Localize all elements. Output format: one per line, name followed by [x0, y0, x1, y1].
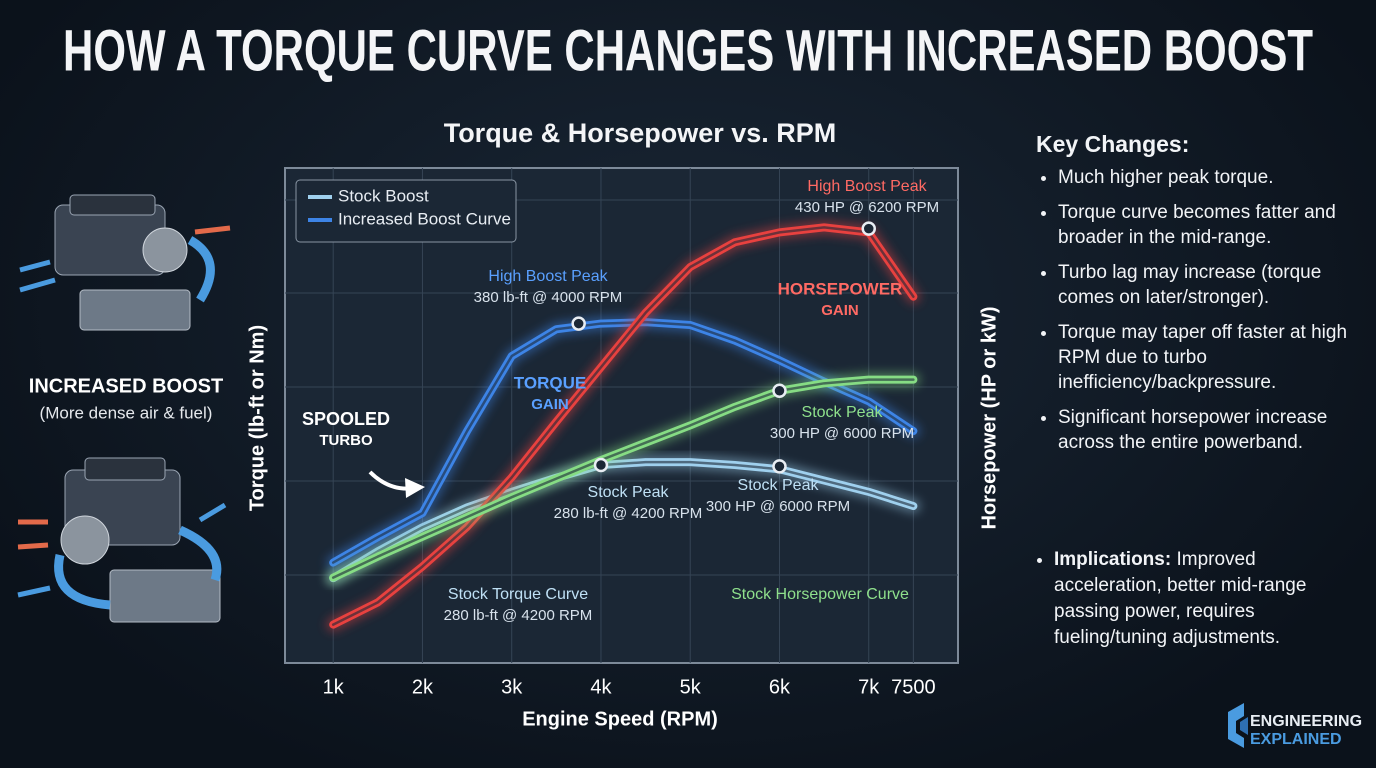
annotation-text: Stock Torque Curve — [448, 586, 588, 603]
y2-axis-label: Horsepower (HP or kW) — [978, 307, 1000, 530]
key-changes-title: Key Changes: — [1036, 131, 1190, 157]
key-changes: Key Changes: Much higher peak torque. Tor… — [1036, 132, 1361, 465]
main-title: HOW A TORQUE CURVE CHANGES WITH INCREASE… — [63, 18, 1313, 83]
lines — [326, 220, 921, 632]
chart-title: Torque & Horsepower vs. RPM — [444, 118, 837, 148]
engine-icon-top — [19, 194, 231, 331]
x-tick-label: 4k — [590, 676, 612, 698]
annotation-text: 280 lb-ft @ 4200 RPM — [554, 505, 703, 522]
legend-box — [295, 179, 517, 243]
x-tick-label: 5k — [680, 676, 702, 698]
key-change: Turbo lag may increase (torque comes on … — [1058, 260, 1361, 310]
x-tick-label: 7k — [858, 676, 880, 698]
annotation-text: Stock Peak — [802, 404, 884, 421]
peak-marker — [861, 221, 876, 236]
logo-line1: ENGINEERING — [1250, 713, 1362, 730]
legend-label: Stock Boost — [338, 186, 429, 205]
x-tick-label: 7500 — [891, 676, 936, 698]
key-change: Torque may taper off faster at high RPM … — [1058, 320, 1361, 395]
implications: Implications: Improved acceleration, bet… — [1032, 547, 1357, 651]
annotation-text: 430 HP @ 6200 RPM — [795, 199, 939, 216]
annotation-text: TURBO — [319, 432, 373, 449]
annotation-text: GAIN — [531, 396, 569, 413]
key-change: Much higher peak torque. — [1058, 165, 1361, 190]
implications-label: Implications: — [1054, 549, 1172, 570]
annotation-text: High Boost Peak — [488, 268, 608, 285]
peak-marker — [593, 457, 609, 473]
logo: ENGINEERING EXPLAINED — [1228, 703, 1362, 748]
left-heading: INCREASED BOOST — [29, 375, 223, 397]
spool-arrow-head — [405, 478, 425, 498]
annotation-text: Stock Peak — [738, 477, 820, 494]
peak-marker — [772, 383, 787, 398]
annotation-text: SPOOLED — [302, 409, 390, 429]
annotation-text: GAIN — [821, 302, 859, 319]
annotation-text: Stock Horsepower Curve — [731, 586, 909, 603]
x-tick-label: 6k — [769, 676, 791, 698]
key-change: Torque curve becomes fatter and broader … — [1058, 200, 1361, 250]
implications-text: Improved acceleration, better mid-range … — [1054, 549, 1307, 648]
y-axis-label: Torque (lb-ft or Nm) — [246, 325, 268, 511]
key-change: Significant horsepower increase across t… — [1058, 405, 1361, 455]
annotation-text: 380 lb-ft @ 4000 RPM — [474, 289, 623, 306]
annotation-text: 300 HP @ 6000 RPM — [706, 498, 850, 515]
left-subheading: (More dense air & fuel) — [40, 403, 213, 422]
x-tick-label: 1k — [323, 676, 345, 698]
annotation-text: 280 lb-ft @ 4200 RPM — [444, 607, 593, 624]
implications-item: Implications: Improved acceleration, bet… — [1054, 547, 1357, 651]
key-changes-list: Much higher peak torque. Torque curve bec… — [1036, 165, 1361, 455]
x-tick-label: 2k — [412, 676, 434, 698]
vertical-grid — [332, 168, 914, 663]
annotation-text: High Boost Peak — [807, 178, 927, 195]
engine-icon-bottom — [17, 457, 227, 623]
annotation-text: HORSEPOWER — [778, 279, 903, 298]
x-axis-label: Engine Speed (RPM) — [522, 708, 718, 730]
legend-label: Increased Boost Curve — [338, 209, 511, 228]
line-core — [331, 378, 915, 579]
peak-marker — [571, 316, 586, 331]
annotations: High Boost Peak 380 lb-ft @ 4000 RPM High … — [302, 178, 939, 624]
peak-marker — [772, 459, 787, 474]
annotation-text: 300 HP @ 6000 RPM — [770, 425, 914, 442]
annotation-text: Stock Peak — [588, 484, 670, 501]
line-core — [331, 226, 915, 626]
logo-line2: EXPLAINED — [1250, 731, 1342, 748]
annotation-text: TORQUE — [514, 373, 586, 392]
x-tick-label: 3k — [501, 676, 523, 698]
line-core — [331, 460, 915, 580]
